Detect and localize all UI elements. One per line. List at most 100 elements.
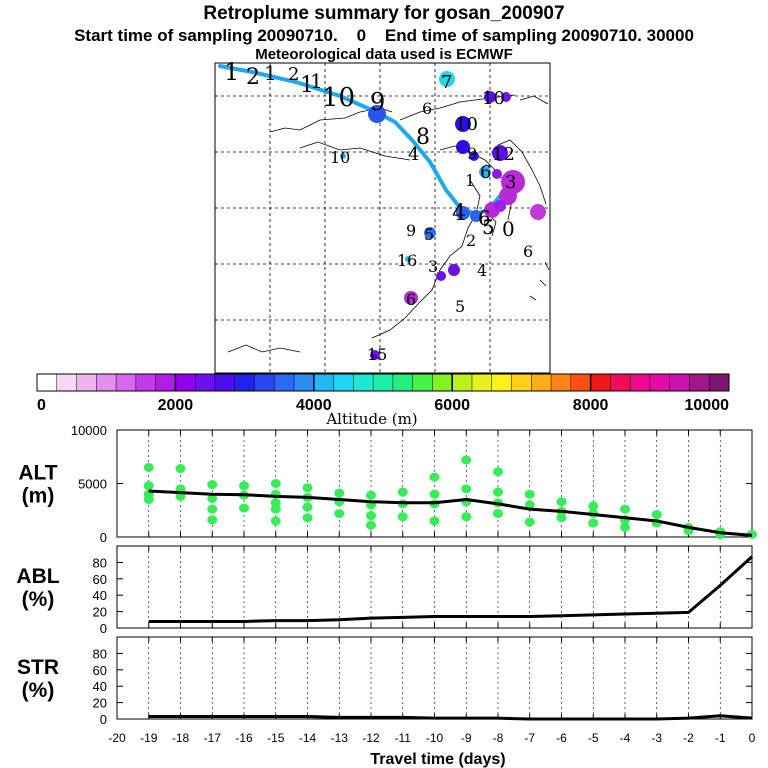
alt-point [207, 515, 218, 525]
x-axis-label: Travel time (days) [370, 751, 505, 768]
colorbar-swatch [412, 374, 433, 391]
alt-ytick-label: 0 [100, 530, 107, 545]
colorbar-swatch [669, 374, 690, 391]
abl-ylabel: ABL [16, 565, 59, 588]
map-label: 4 [408, 144, 419, 165]
map-label: 6 [422, 99, 432, 118]
colorbar-swatch [96, 374, 117, 391]
map-label: 9 [467, 144, 477, 163]
abl-line [148, 555, 754, 623]
plume-marker [470, 210, 482, 222]
alt-point [143, 495, 154, 505]
sampling-period: Start time of sampling 20090710. 0 End t… [74, 26, 694, 45]
alt-point [366, 511, 376, 521]
alt-point [651, 510, 662, 520]
colorbar-swatch [135, 374, 157, 391]
colorbar: 0 2000 4000 6000 8000 10000 Altitude (m) [36, 373, 730, 428]
alt-point [429, 516, 440, 526]
colorbar-swatch [452, 374, 473, 391]
alt-point [366, 520, 376, 530]
alt-point [620, 522, 630, 532]
plume-marker [448, 264, 460, 276]
alt-ytick-label: 5000 [78, 477, 107, 492]
plume-marker [499, 187, 517, 205]
colorbar-tick-label: 6000 [434, 397, 470, 414]
coastline [539, 279, 547, 287]
coastline [299, 141, 411, 161]
colorbar-swatch [353, 374, 374, 391]
alt-point [207, 504, 218, 514]
colorbar-tick-label: 4000 [296, 397, 332, 414]
abl-ytick-label: 60 [93, 572, 107, 587]
colorbar-swatch [155, 374, 176, 391]
plume-marker [404, 291, 418, 305]
map-label: 2 [288, 64, 299, 85]
xtick-label: -9 [461, 731, 472, 745]
plume-marker [492, 145, 508, 161]
map-label: 8 [416, 125, 430, 150]
colorbar-swatch [234, 374, 255, 391]
map-label: 5 [455, 297, 465, 316]
colorbar-swatch [570, 374, 592, 391]
xtick-label: -6 [556, 731, 567, 745]
map-label: 2 [246, 65, 260, 90]
map-label: 1 [465, 171, 475, 190]
alt-mean-line [148, 489, 753, 537]
alt-point [207, 493, 218, 503]
coastline [227, 344, 301, 353]
plume-marker [530, 204, 546, 220]
colorbar-swatch [511, 374, 532, 391]
colorbar-frame [36, 373, 730, 392]
alt-point [143, 462, 154, 472]
xtick-label: -18 [172, 731, 190, 745]
colorbar-swatch [392, 374, 414, 391]
colorbar-swatch [689, 374, 710, 391]
alt-point [239, 503, 249, 513]
map-label: 3 [505, 172, 516, 193]
map-label: 6 [406, 290, 416, 309]
alt-point [302, 513, 313, 523]
alt-point [524, 517, 535, 527]
alt-point [366, 490, 376, 500]
colorbar-swatch [709, 374, 730, 391]
map-label: 9 [370, 88, 385, 116]
colorbar-swatch [610, 374, 631, 391]
colorbar-tick-label: 0 [37, 397, 46, 414]
colorbar-swatch [531, 374, 552, 391]
alt-point [524, 489, 535, 499]
colorbar-swatch [56, 374, 78, 391]
colorbar-swatch [274, 374, 295, 391]
map-label: 1 [224, 58, 239, 86]
plume-marker [368, 105, 386, 123]
alt-point [207, 480, 218, 490]
x-axis: -20 -19 -18 -17 -16 -15 -14 -13 -12 -11 -10 -9 -8 -7-… [108, 731, 755, 768]
xtick-label: -8 [493, 731, 504, 745]
alt-point [143, 481, 154, 491]
coastline [529, 295, 537, 301]
alt-point [270, 479, 281, 488]
map-label: 10 [330, 148, 350, 167]
plume-marker [405, 256, 411, 262]
colorbar-swatch [333, 374, 354, 391]
colorbar-tick-label: 2000 [158, 397, 194, 414]
colorbar-swatch [37, 374, 58, 391]
abl-ytick-label: 40 [93, 588, 107, 603]
colorbar-swatch [373, 374, 394, 391]
map-label: 6 [523, 242, 533, 261]
plume-marker [484, 91, 496, 103]
map-label: 5 [424, 225, 434, 244]
colorbar-swatch [76, 374, 97, 391]
plume-marker [494, 200, 506, 212]
alt-ylabel: (m) [22, 485, 55, 508]
alt-point [334, 488, 345, 498]
str-line [148, 714, 753, 721]
plume-marker [456, 206, 470, 220]
alt-point [588, 501, 599, 511]
colorbar-swatch [432, 374, 453, 391]
alt-point [556, 497, 567, 507]
colorbar-swatch [491, 374, 513, 391]
alt-point [270, 516, 281, 526]
map-label: 1 [264, 61, 277, 85]
